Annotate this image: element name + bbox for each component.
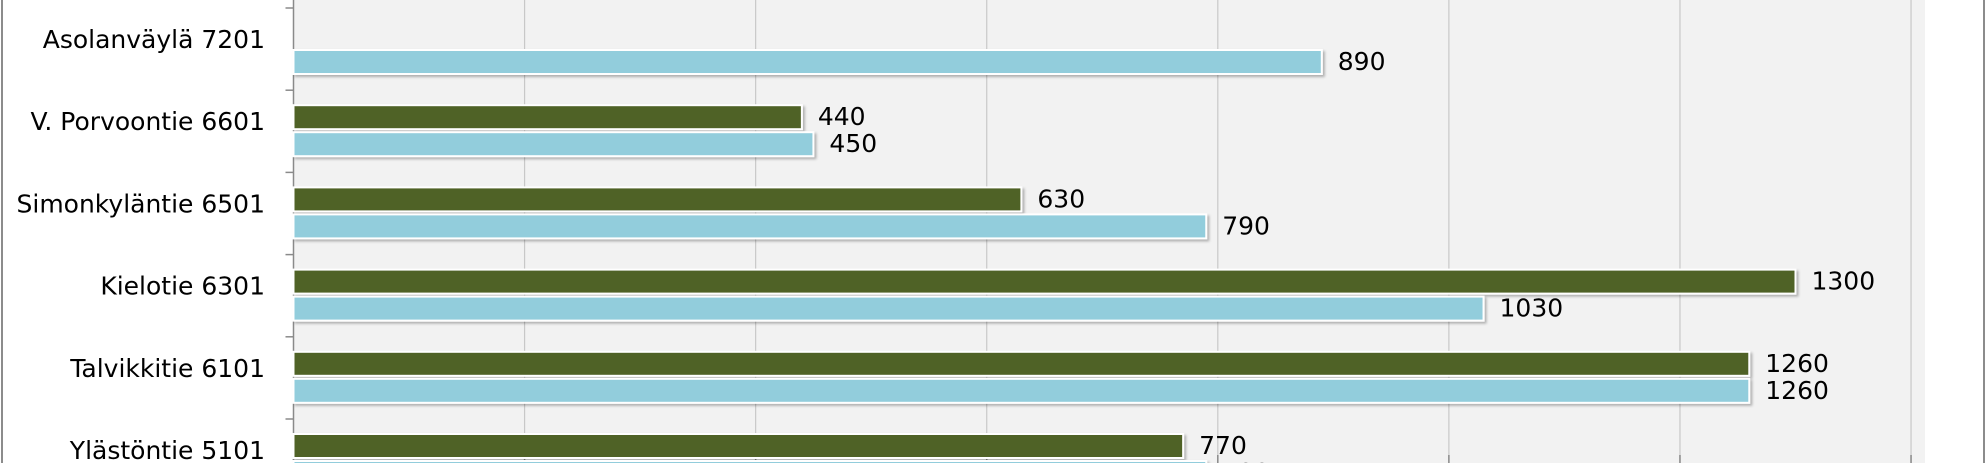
bar-series2 [292,131,815,158]
data-label: 450 [829,129,877,158]
data-label: 1260 [1765,349,1829,378]
category-label: Ylästöntie 5101 [69,436,265,463]
category-label: Talvikkitie 6101 [69,354,265,383]
bar-series2 [292,295,1485,322]
data-label: 1300 [1812,267,1876,296]
category-label: Kielotie 6301 [100,272,265,301]
bar-series2 [292,49,1323,75]
data-label: 1030 [1500,294,1564,323]
category-label: V. Porvoontie 6601 [31,107,265,136]
data-label: 1260 [1765,376,1829,405]
data-label: 890 [1338,47,1386,76]
bar-series1 [292,268,1797,295]
bar-series1 [292,433,1185,459]
bar-series1 [292,104,803,131]
data-label: 790 [1222,458,1270,463]
bar-series1 [292,350,1751,377]
category-labels: Asolanväylä 7201 V. Porvoontie 6601 Simonk… [17,25,266,465]
data-label: 630 [1037,184,1085,213]
category-label: Asolanväylä 7201 [43,25,265,54]
bars [292,49,1797,468]
bar-series1 [292,186,1023,213]
data-label: 790 [1222,211,1270,240]
data-label: 440 [818,102,866,131]
bar-series2 [292,213,1208,240]
bar-series2 [292,377,1751,404]
data-label: 770 [1199,431,1247,460]
category-label: Simonkyläntie 6501 [17,189,266,218]
